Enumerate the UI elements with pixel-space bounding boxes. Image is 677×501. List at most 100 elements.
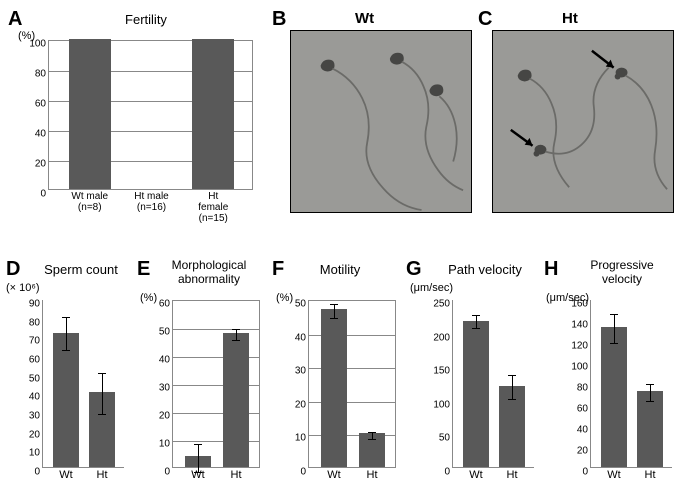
ytick: 40 [577,425,591,436]
ytick: 250 [433,299,453,310]
error-cap [98,414,106,415]
panel-letter-e: E [137,258,150,281]
error-cap [330,318,338,319]
ytick: 30 [295,366,309,377]
error-cap [508,399,516,400]
error-bar [476,315,477,328]
ytick: 80 [35,69,49,80]
ytick: 0 [300,467,309,478]
error-bar [236,329,237,340]
error-cap [646,401,654,402]
error-bar [512,375,513,399]
panel-letter-a: A [8,8,22,31]
yunit-g: (μm/sec) [410,282,453,294]
motility-chart: 01020304050WtHt [308,300,396,468]
bar [53,333,79,467]
xlabel: Wt [191,467,204,481]
ytick: 80 [577,383,591,394]
ytick: 40 [295,332,309,343]
error-cap [472,328,480,329]
ytick: 70 [29,336,43,347]
ytick: 0 [40,189,49,200]
error-cap [232,329,240,330]
yunit-e: (%) [140,292,157,304]
xlabel: Ht [231,467,242,481]
xlabel: Ht male (n=16) [134,189,168,213]
xlabel: Ht [367,467,378,481]
ytick: 140 [571,320,591,331]
ytick: 200 [433,332,453,343]
panel-letter-f: F [272,258,284,281]
error-cap [610,343,618,344]
panel-title-f: Motility [300,262,380,277]
panel-title-h: Progressive velocity [562,258,677,286]
error-bar [66,317,67,351]
panel-letter-d: D [6,258,20,281]
error-cap [98,373,106,374]
panel-letter-b: B [272,8,286,31]
error-cap [368,439,376,440]
xlabel: Ht [97,467,108,481]
bar [637,391,663,467]
error-bar [650,384,651,401]
ytick: 60 [35,99,49,110]
error-cap [610,314,618,315]
error-cap [330,304,338,305]
micrograph-ht [492,30,674,213]
xlabel: Wt [469,467,482,481]
error-bar [102,373,103,414]
xlabel: Ht [645,467,656,481]
xlabel: Wt [607,467,620,481]
xlabel: Wt [59,467,72,481]
ytick: 0 [444,467,453,478]
error-bar [334,304,335,317]
panel-letter-c: C [478,8,492,31]
ytick: 10 [29,448,43,459]
ytick: 50 [29,373,43,384]
ytick: 0 [582,467,591,478]
micrograph-label-wt: Wt [355,10,374,27]
xlabel: Ht [507,467,518,481]
bar [223,333,249,467]
ytick: 50 [295,299,309,310]
ytick: 60 [577,404,591,415]
ytick: 0 [34,467,43,478]
ytick: 50 [159,327,173,338]
error-cap [62,350,70,351]
ytick: 40 [159,355,173,366]
error-bar [614,314,615,343]
ytick: 160 [571,299,591,310]
ytick: 20 [35,159,49,170]
micrograph-label-ht: Ht [562,10,578,27]
panel-title-d: Sperm count [26,262,136,277]
panel-title-g: Path velocity [430,262,540,277]
ytick: 10 [295,433,309,444]
ytick: 150 [433,366,453,377]
ytick: 100 [571,362,591,373]
bar [192,39,234,189]
ytick: 20 [159,411,173,422]
ytick: 20 [577,446,591,457]
panel-letter-g: G [406,258,422,281]
error-cap [194,444,202,445]
morphological-abnormality-chart: 0102030405060WtHt [172,300,260,468]
xlabel: Wt male (n=8) [71,189,108,213]
path-velocity-chart: 050100150200250WtHt [452,300,534,468]
yunit-f: (%) [276,292,293,304]
ytick: 0 [164,467,173,478]
ytick: 20 [29,429,43,440]
error-cap [508,375,516,376]
ytick: 40 [35,129,49,140]
ytick: 60 [159,299,173,310]
yunit-d: (× 10⁶) [6,282,40,294]
error-cap [368,432,376,433]
ytick: 10 [159,439,173,450]
bar [69,39,111,189]
fertility-chart: 020406080100Wt male (n=8)Ht male (n=16)H… [48,40,253,190]
bar [463,321,489,467]
error-cap [232,340,240,341]
ytick: 120 [571,341,591,352]
panel-title-a: Fertility [96,12,196,27]
sperm-count-chart: 0102030405060708090WtHt [42,300,124,468]
ytick: 30 [159,383,173,394]
